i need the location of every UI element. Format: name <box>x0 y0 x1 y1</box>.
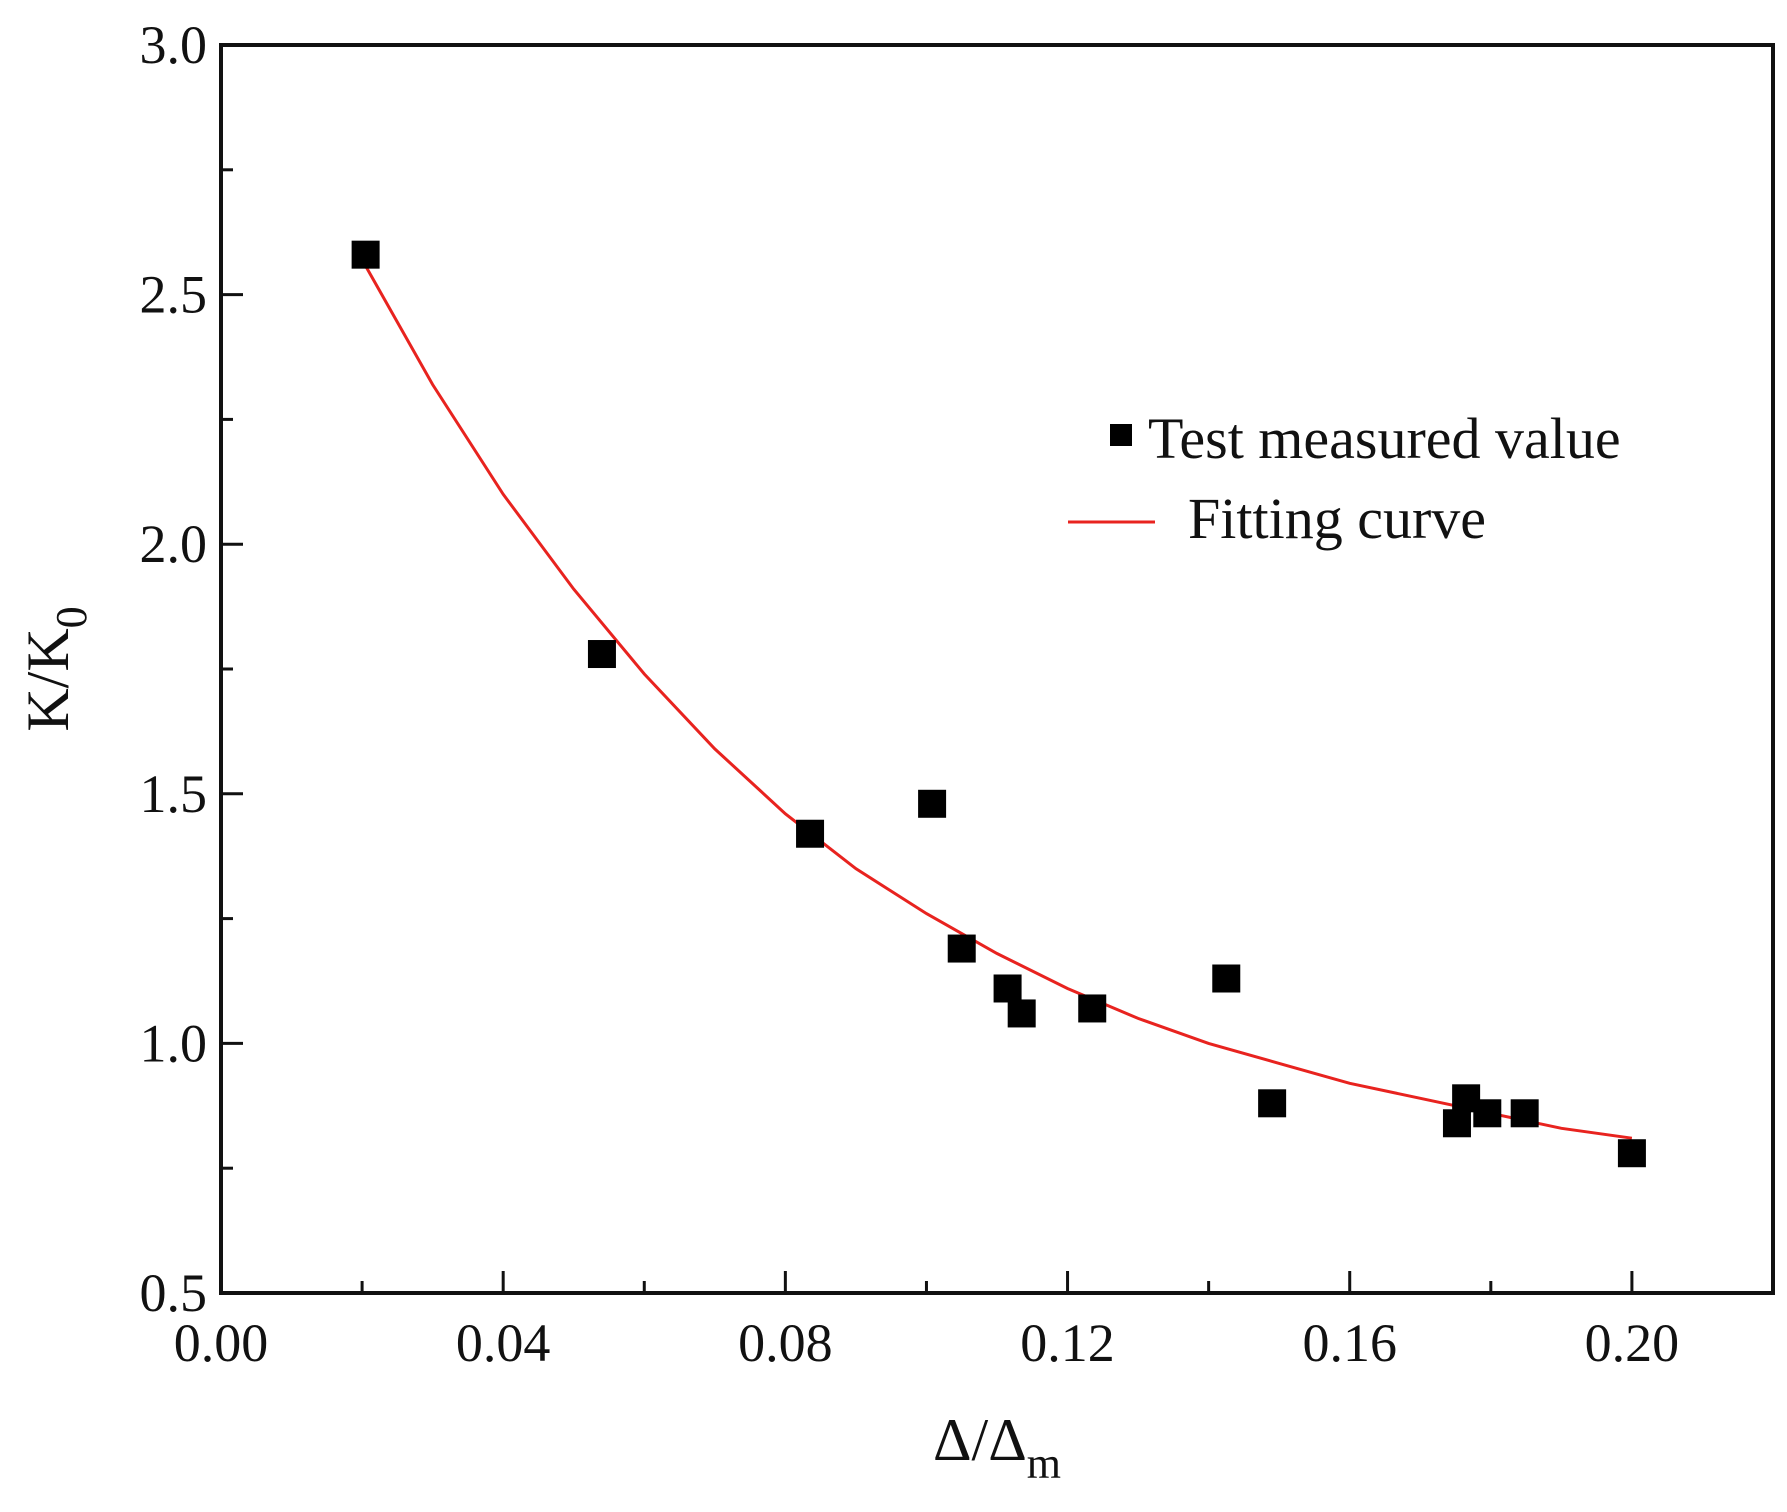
x-tick-label: 0.12 <box>1020 1313 1115 1373</box>
y-tick-label: 0.5 <box>140 1263 208 1323</box>
x-tick-label: 0.16 <box>1302 1313 1397 1373</box>
data-point-marker <box>1258 1089 1287 1118</box>
y-axis-title-subscript: 0 <box>47 606 96 628</box>
data-point-marker <box>1473 1099 1502 1128</box>
data-point-marker <box>1510 1099 1539 1128</box>
data-point-marker <box>1078 994 1107 1023</box>
y-tick-label: 1.5 <box>140 764 208 824</box>
axis-ticks <box>219 43 1634 1295</box>
data-point-marker <box>351 240 380 269</box>
x-axis-title: Δ/Δm <box>933 1407 1061 1488</box>
data-point-marker <box>947 934 976 963</box>
plot-frame <box>219 43 1775 1295</box>
data-point-marker <box>796 819 825 848</box>
fitting-curve-line <box>360 258 1633 1140</box>
data-markers <box>351 240 1646 1168</box>
data-point-marker <box>918 789 947 818</box>
y-axis-title-main: K/K <box>15 628 81 731</box>
y-tick-label: 2.0 <box>140 514 208 574</box>
x-axis-title-subscript: m <box>1027 1439 1061 1488</box>
legend: Test measured value Fitting curve <box>1068 406 1621 551</box>
y-axis-title: K/K0 <box>15 606 96 731</box>
data-point-marker <box>1212 964 1241 993</box>
data-point-marker <box>1617 1139 1646 1168</box>
legend-label-test-measured: Test measured value <box>1148 406 1621 471</box>
legend-label-fitting-curve: Fitting curve <box>1188 486 1486 551</box>
data-point-marker <box>993 974 1022 1003</box>
x-tick-label: 0.20 <box>1585 1313 1680 1373</box>
data-point-marker <box>587 640 616 669</box>
legend-marker-square <box>1110 424 1132 446</box>
x-tick-label: 0.04 <box>456 1313 551 1373</box>
x-tick-label: 0.00 <box>174 1313 269 1373</box>
tick-labels: 0.00 0.04 0.08 0.12 0.16 0.20 0.5 1.0 1.5 2.0 2.5 3… <box>140 15 1680 1373</box>
y-tick-label: 2.5 <box>140 265 208 325</box>
data-point-marker <box>1442 1109 1471 1138</box>
x-axis-title-main: Δ/Δ <box>933 1407 1027 1473</box>
y-tick-label: 1.0 <box>140 1013 208 1073</box>
x-tick-label: 0.08 <box>738 1313 833 1373</box>
data-point-marker <box>1007 999 1036 1028</box>
y-tick-label: 3.0 <box>140 15 208 75</box>
